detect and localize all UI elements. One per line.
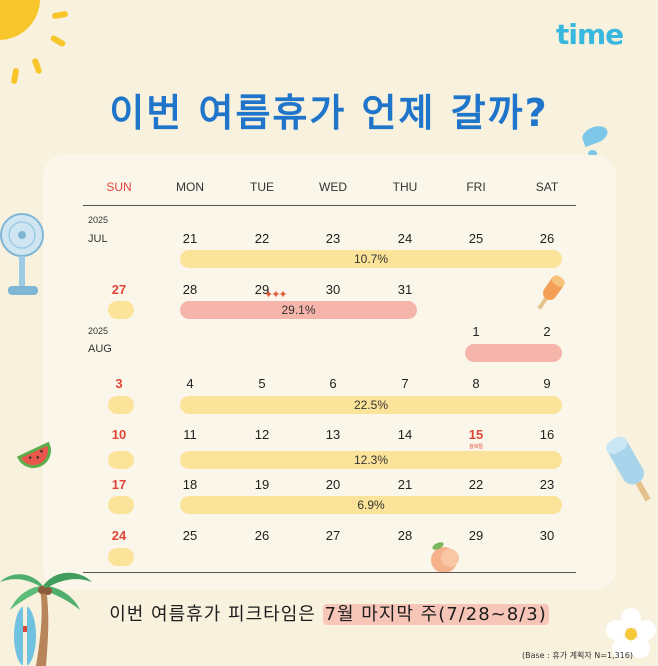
date-cell-holiday: 15 [468, 427, 484, 442]
popsicle-icon [537, 275, 565, 310]
week-share-bar [180, 250, 562, 268]
divider-top [83, 205, 576, 206]
date-cell-sunday: 27 [111, 282, 127, 297]
weekday-sat: SAT [535, 180, 559, 194]
peach-icon [431, 542, 459, 573]
time-logo: time [556, 18, 624, 51]
calendar-panel [43, 155, 616, 590]
watermelon-icon [16, 441, 51, 469]
date-cell: 16 [539, 427, 555, 442]
sun-icon [0, 0, 100, 100]
sunday-marker [108, 301, 134, 319]
date-cell: 4 [186, 376, 194, 391]
date-cell: 29 [254, 282, 270, 297]
year-label-aug: 2025 [88, 326, 109, 336]
sunday-marker [108, 451, 134, 469]
divider-bottom [83, 572, 576, 573]
date-cell: 28 [397, 528, 413, 543]
date-cell: 22 [254, 231, 270, 246]
week-share-label: 10.7% [353, 252, 389, 266]
base-note: (Base : 휴가 계획자 N=1,316) [522, 651, 633, 660]
date-cell: 25 [468, 231, 484, 246]
week-share-bar-peak-cont [465, 344, 562, 362]
month-label-aug: AUG [88, 343, 112, 355]
date-cell: 26 [254, 528, 270, 543]
date-cell: 30 [325, 282, 341, 297]
date-cell: 28 [182, 282, 198, 297]
date-cell-sunday: 17 [111, 477, 127, 492]
sparkle-icon: ✦✦✦ [264, 288, 288, 301]
weekday-wed: WED [319, 180, 347, 194]
date-cell: 18 [182, 477, 198, 492]
month-label-jul: JUL [88, 233, 108, 245]
date-cell: 11 [183, 427, 197, 442]
week-share-label: 6.9% [357, 498, 385, 512]
fan-icon [0, 213, 44, 295]
week-share-bar [180, 496, 562, 514]
year-label-jul: 2025 [88, 215, 109, 225]
date-cell-sunday: 24 [111, 528, 127, 543]
date-cell: 6 [329, 376, 337, 391]
weekday-fri: FRI [466, 180, 486, 194]
sunday-marker [108, 548, 134, 566]
palm-tree-icon [0, 572, 92, 666]
date-cell: 23 [539, 477, 555, 492]
flower-icon [606, 608, 656, 658]
date-cell: 14 [397, 427, 413, 442]
ice-bar-icon [606, 436, 651, 502]
week-share-label: 12.3% [353, 453, 389, 467]
week-share-bar-peak [180, 301, 417, 319]
peak-summary-highlight: 7월 마지막 주(7/28~8/3) [322, 604, 549, 625]
holiday-label: 광복절 [469, 444, 483, 450]
weekday-mon: MON [176, 180, 204, 194]
date-cell: 26 [539, 231, 555, 246]
weekday-thu: THU [392, 180, 418, 194]
date-cell: 13 [325, 427, 341, 442]
page-title: 이번 여름휴가 언제 갈까? [109, 91, 549, 135]
sunday-marker [108, 496, 134, 514]
surfboard-icon [14, 606, 36, 666]
date-cell: 22 [468, 477, 484, 492]
date-cell: 12 [254, 427, 270, 442]
date-cell: 31 [397, 282, 413, 297]
date-cell: 7 [401, 376, 409, 391]
week-share-label: 22.5% [353, 398, 389, 412]
peak-summary-prefix: 이번 여름휴가 피크타임은 [109, 604, 323, 625]
weekday-sun: SUN [106, 180, 132, 194]
date-cell: 23 [325, 231, 341, 246]
week-share-bar [180, 451, 562, 469]
date-cell: 5 [258, 376, 266, 391]
date-cell: 24 [397, 231, 413, 246]
date-cell: 25 [182, 528, 198, 543]
date-cell: 8 [472, 376, 480, 391]
date-cell: 1 [472, 324, 480, 339]
date-cell: 27 [325, 528, 341, 543]
date-cell: 19 [254, 477, 270, 492]
week-share-bar [180, 396, 562, 414]
sunday-marker [108, 396, 134, 414]
peak-summary: 이번 여름휴가 피크타임은 7월 마지막 주(7/28~8/3) [0, 600, 658, 626]
date-cell: 30 [539, 528, 555, 543]
date-cell: 20 [325, 477, 341, 492]
date-cell: 9 [543, 376, 551, 391]
date-cell: 2 [543, 324, 551, 339]
date-cell-sunday: 3 [115, 376, 123, 391]
date-cell: 21 [397, 477, 413, 492]
date-cell: 21 [182, 231, 198, 246]
date-cell-sunday: 10 [111, 427, 127, 442]
week-share-label-peak: 29.1% [281, 303, 316, 317]
date-cell: 29 [468, 528, 484, 543]
weekday-tue: TUE [250, 180, 274, 194]
